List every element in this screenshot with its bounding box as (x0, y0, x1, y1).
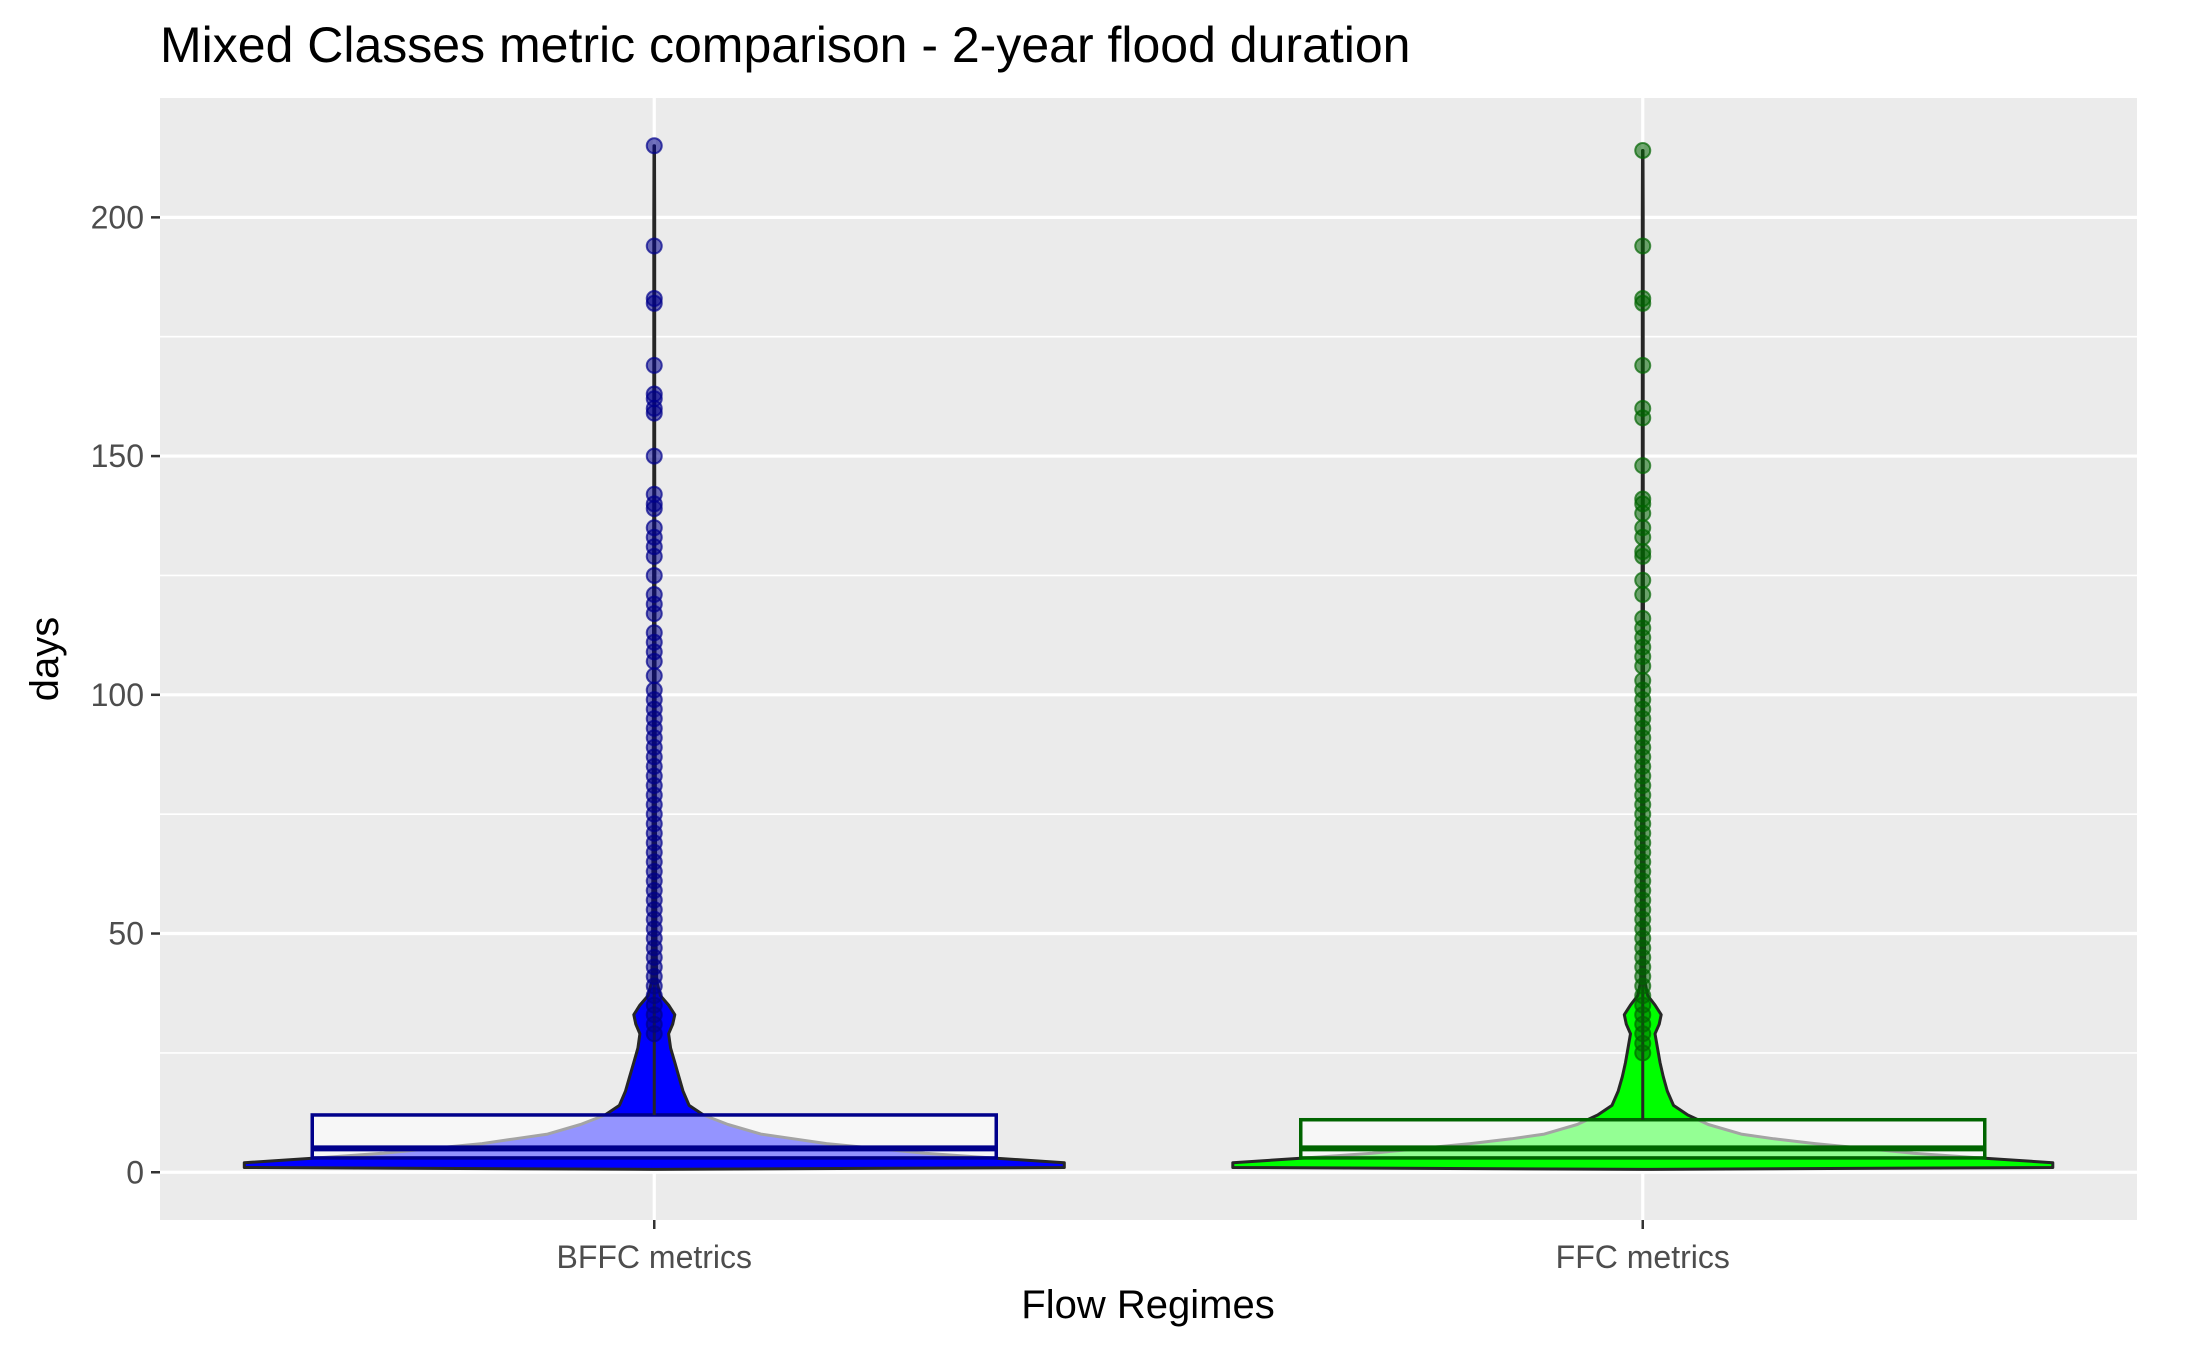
data-point (1634, 504, 1652, 522)
y-tick-label: 150 (91, 438, 144, 474)
data-point (1634, 1044, 1652, 1062)
x-axis-title: Flow Regimes (1021, 1283, 1274, 1327)
data-point (645, 605, 663, 623)
data-point (645, 1025, 663, 1043)
violin-layer (242, 137, 2055, 1171)
data-point (645, 356, 663, 374)
data-point (1634, 657, 1652, 675)
y-tick-label: 200 (91, 199, 144, 235)
data-point (645, 447, 663, 465)
data-point (1634, 294, 1652, 312)
y-tick-label: 0 (126, 1154, 144, 1190)
y-tick-label: 50 (108, 916, 144, 952)
violin-group-2 (1231, 142, 2055, 1171)
data-point (1634, 586, 1652, 604)
data-point (1634, 356, 1652, 374)
data-point (1634, 528, 1652, 546)
data-point (645, 566, 663, 584)
data-point (645, 547, 663, 565)
data-point (645, 652, 663, 670)
box-iqr (1299, 1117, 1987, 1160)
axis-layer: 0 50 100 150 200 BFFC metrics FFC metrics (91, 199, 1730, 1275)
plot-panel (160, 98, 2137, 1220)
x-tick-label: FFC metrics (1556, 1239, 1730, 1275)
y-tick-label: 100 (91, 677, 144, 713)
data-point (645, 294, 663, 312)
data-point (645, 404, 663, 422)
data-point (645, 237, 663, 255)
data-point (1634, 547, 1652, 565)
data-point (1634, 142, 1652, 160)
data-point (645, 667, 663, 685)
data-point (1634, 409, 1652, 427)
data-point (645, 500, 663, 518)
violin-group-1 (242, 137, 1066, 1171)
data-point (1634, 457, 1652, 475)
box-iqr (310, 1113, 998, 1160)
chart-title: Mixed Classes metric comparison - 2-year… (160, 17, 1411, 73)
data-point (1634, 571, 1652, 589)
data-point (645, 137, 663, 155)
x-tick-label: BFFC metrics (556, 1239, 752, 1275)
y-axis-title: days (23, 617, 67, 702)
data-point (1634, 237, 1652, 255)
